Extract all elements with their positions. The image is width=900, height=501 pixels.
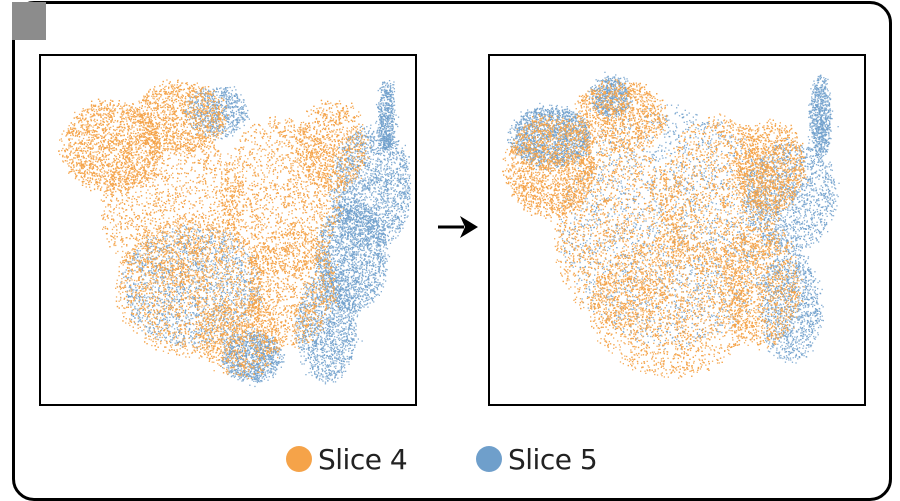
legend-item-slice-5: Slice 5 xyxy=(476,438,598,480)
panel-label-marker xyxy=(12,2,46,40)
point-cloud xyxy=(507,71,840,364)
point-cloud xyxy=(58,79,371,380)
legend-label-slice-4: Slice 4 xyxy=(318,443,408,476)
legend-label-slice-5: Slice 5 xyxy=(508,443,598,476)
scatter-plot-before xyxy=(58,79,412,388)
scatter-panel-after xyxy=(488,54,866,406)
legend-swatch-slice-5 xyxy=(476,446,502,472)
legend: Slice 4 Slice 5 xyxy=(0,438,900,480)
scatter-panel-before xyxy=(39,54,417,406)
scatter-plot-after xyxy=(502,71,840,379)
legend-item-slice-4: Slice 4 xyxy=(286,438,408,480)
legend-swatch-slice-4 xyxy=(286,446,312,472)
point-cloud xyxy=(502,79,809,379)
right-arrow-icon xyxy=(436,212,480,246)
